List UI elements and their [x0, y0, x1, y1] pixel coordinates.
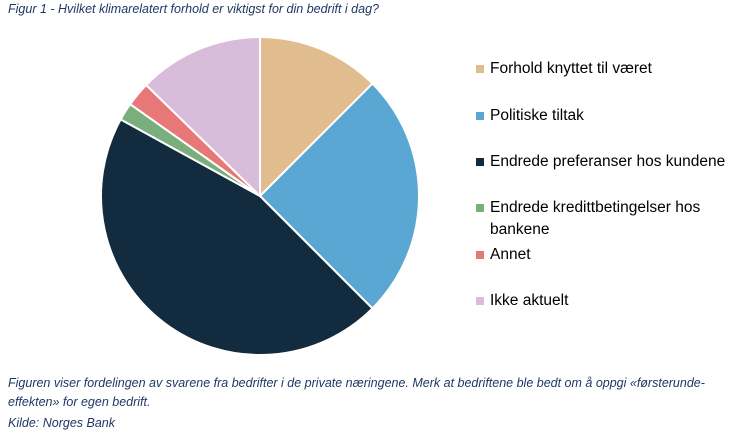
legend-swatch-other: [476, 251, 484, 259]
pie-slice-customer-preferences: [100, 118, 374, 356]
legend-swatch-weather: [476, 65, 484, 73]
legend-item-other: Annet: [476, 244, 738, 266]
legend-label-weather: Forhold knyttet til været: [490, 60, 652, 77]
legend-swatch-policy: [476, 112, 484, 120]
legend-label-policy: Politiske tiltak: [490, 107, 584, 124]
pie-slice-weather: [259, 36, 374, 197]
figure-title: Figur 1 - Hvilket klimarelatert forhold …: [8, 2, 379, 16]
figure-caption: Figuren viser fordelingen av svarene fra…: [8, 376, 705, 409]
legend-swatch-credit-terms: [476, 204, 484, 212]
pie-slices: [100, 36, 420, 356]
legend-swatch-customer-preferences: [476, 158, 484, 166]
legend-label-credit-terms: Endrede kredittbetingelser hos bankene: [490, 199, 701, 238]
legend-swatch-not-relevant: [476, 297, 484, 305]
legend-item-customer-preferences: Endrede preferanser hos kundene: [476, 151, 738, 173]
pie-slice-policy: [259, 82, 420, 310]
legend-item-credit-terms: Endrede kredittbetingelser hos bankene: [476, 197, 738, 241]
legend-item-not-relevant: Ikke aktuelt: [476, 290, 738, 312]
legend-label-customer-preferences: Endrede preferanser hos kundene: [490, 153, 726, 170]
legend-item-policy: Politiske tiltak: [476, 105, 738, 127]
pie-slice-not-relevant: [145, 36, 261, 197]
legend-label-not-relevant: Ikke aktuelt: [490, 292, 569, 309]
figure-source: Kilde: Norges Bank: [8, 416, 116, 430]
legend-item-weather: Forhold knyttet til været: [476, 58, 738, 80]
legend-label-other: Annet: [490, 246, 531, 263]
